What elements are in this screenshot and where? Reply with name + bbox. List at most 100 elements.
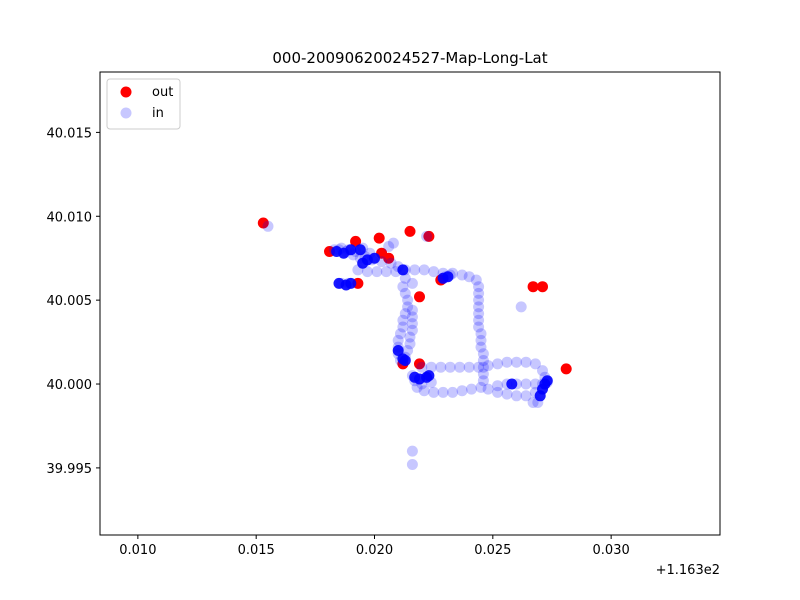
point-in-1-64: [537, 365, 548, 377]
x-axis-offset-label: +1.163e2: [656, 563, 720, 578]
point-out-0-2: [350, 235, 362, 247]
point-in-1-46: [428, 386, 440, 398]
point-out-0-12: [537, 281, 548, 293]
point-in-2-8: [345, 277, 357, 289]
point-in-1-30: [473, 308, 485, 320]
point-in-1-14: [371, 266, 383, 278]
point-in-1-61: [511, 356, 522, 368]
point-in-1-55: [454, 361, 466, 373]
point-in-1-59: [492, 358, 504, 370]
point-in-1-76: [520, 378, 532, 390]
point-in-1-96: [402, 345, 414, 356]
point-in-1-33: [475, 328, 487, 340]
point-in-1-40: [477, 375, 489, 387]
y-axis: 39.995 40.000 40.005 40.010 40.015: [47, 126, 100, 477]
point-in-1-62: [520, 356, 532, 368]
point-in-1-105: [383, 241, 395, 252]
point-in-1-97: [404, 338, 416, 350]
point-in-1-69: [511, 390, 522, 402]
point-in-1-23: [456, 269, 468, 281]
point-in-1-34: [475, 334, 487, 346]
point-in-2-19: [506, 378, 518, 390]
point-in-1-86: [402, 301, 414, 313]
point-in-1-54: [444, 361, 456, 373]
point-in-1-81: [515, 301, 527, 313]
point-in-1-104: [387, 237, 399, 249]
point-in-1-10: [385, 257, 397, 269]
point-in-1-72: [482, 383, 494, 395]
point-in-1-99: [406, 324, 418, 336]
point-in-1-82: [399, 272, 411, 284]
point-out-0-3: [373, 232, 385, 244]
point-in-1-47: [418, 385, 430, 397]
point-in-1-15: [380, 266, 392, 278]
point-in-1-45: [437, 386, 449, 398]
y-tick-label: 40.000: [47, 378, 93, 393]
legend-label-in: in: [152, 106, 164, 121]
x-tick-label: 0.030: [593, 543, 630, 558]
point-in-1-88: [397, 314, 409, 326]
point-in-1-57: [473, 361, 485, 373]
point-in-1-63: [529, 358, 541, 370]
point-in-1-103: [406, 277, 418, 289]
point-in-2-14: [399, 355, 411, 366]
point-out-0-9: [414, 291, 425, 303]
point-in-1-68: [520, 390, 532, 402]
point-in-1-51: [416, 361, 428, 373]
point-in-1-91: [392, 334, 404, 346]
point-in-1-48: [411, 381, 423, 393]
y-tick-label: 39.995: [47, 462, 93, 477]
point-in-1-71: [492, 386, 504, 398]
point-in-1-19: [418, 264, 430, 276]
point-out-0-11: [527, 281, 539, 293]
point-in-1-101: [406, 311, 418, 323]
point-in-1-90: [395, 328, 406, 340]
point-in-2-11: [442, 271, 454, 283]
point-in-1-20: [428, 266, 440, 278]
legend-marker-out: [120, 86, 132, 98]
point-in-1-85: [402, 294, 414, 306]
point-in-1-53: [435, 361, 447, 373]
point-in-1-37: [477, 355, 489, 366]
point-in-2-12: [392, 345, 404, 356]
point-in-1-58: [482, 360, 494, 372]
point-in-1-60: [501, 356, 513, 368]
point-in-1-35: [475, 341, 487, 353]
points-layer: [257, 217, 572, 470]
y-tick-label: 40.010: [47, 210, 93, 225]
point-in-1-70: [501, 388, 513, 400]
point-in-1-13: [361, 266, 373, 278]
point-out-0-13: [560, 363, 572, 375]
point-in-1-114: [421, 230, 433, 242]
point-out-0-7: [383, 252, 395, 264]
chart-title: 000-20090620024527-Map-Long-Lat: [272, 49, 547, 67]
point-in-1-43: [456, 385, 468, 397]
point-in-1-98: [404, 331, 416, 343]
point-in-1-89: [397, 321, 409, 333]
point-in-1-38: [477, 361, 489, 373]
legend-marker-in: [120, 107, 132, 119]
point-in-1-29: [473, 301, 485, 313]
point-in-2-18: [423, 370, 435, 382]
point-in-1-24: [463, 271, 475, 283]
y-tick-label: 40.015: [47, 126, 93, 141]
point-in-2-2: [345, 244, 357, 256]
point-in-1-87: [399, 308, 411, 320]
axes-frame: [99, 71, 721, 536]
x-tick-label: 0.020: [356, 543, 393, 558]
point-in-1-32: [473, 321, 485, 333]
point-in-1-44: [447, 386, 459, 398]
point-in-1-84: [399, 287, 411, 299]
point-in-1-56: [463, 361, 475, 373]
point-in-2-5: [369, 252, 380, 264]
point-in-1-41: [475, 381, 487, 393]
x-tick-label: 0.025: [474, 543, 511, 558]
point-in-1-26: [473, 281, 485, 293]
point-in-1-42: [466, 383, 477, 395]
point-in-1-100: [406, 318, 418, 330]
point-in-2-24: [357, 257, 369, 269]
point-in-1-18: [409, 264, 421, 276]
point-in-1-52: [425, 361, 437, 373]
point-in-2-22: [541, 375, 553, 387]
